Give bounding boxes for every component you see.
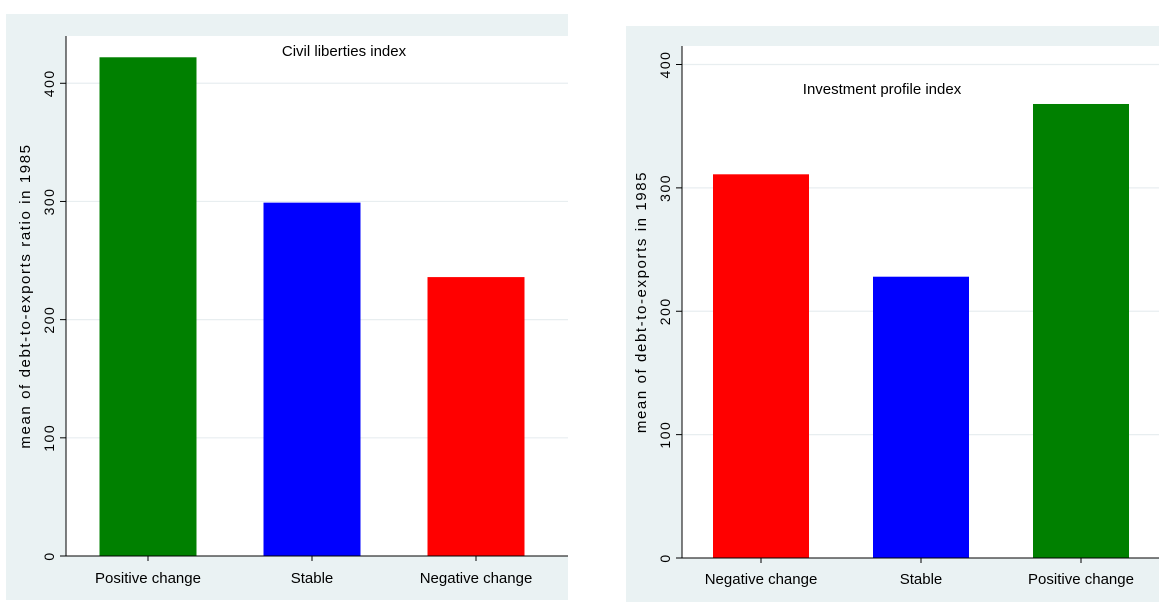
bar-stable: [873, 276, 969, 558]
y-tick-label: 100: [657, 421, 673, 449]
chart-title: Investment profile index: [803, 81, 962, 98]
x-category-label: Stable: [900, 571, 943, 588]
y-tick-label: 400: [41, 69, 57, 97]
chart-title: Civil liberties index: [282, 43, 407, 60]
x-category-label: Positive change: [95, 570, 201, 587]
chart-investment-profile: 0 100 200 300 400 Negative change Stable Positi…: [633, 46, 1159, 588]
x-category-label: Negative change: [420, 570, 533, 587]
chart-civil-liberties: 0 100 200 300 400 Positive change Stable Negati…: [17, 36, 568, 587]
bar-negative-change: [427, 277, 525, 556]
bar-negative-change: [713, 174, 809, 558]
x-category-label: Stable: [291, 570, 334, 587]
y-tick-label: 0: [41, 551, 57, 560]
bar-positive-change: [1033, 103, 1129, 559]
bar-stable: [263, 202, 361, 557]
chart-panel-investment-profile: 0 100 200 300 400 Negative change Stable Positi…: [626, 26, 1159, 602]
y-tick-label: 300: [41, 188, 57, 216]
x-category-label: Positive change: [1028, 571, 1134, 588]
chart-panel-civil-liberties: 0 100 200 300 400 Positive change Stable Negati…: [6, 14, 568, 600]
y-axis-label: mean of debt-to-exports ratio in 1985: [17, 143, 34, 448]
y-axis-label: mean of debt-to-exports in 1985: [633, 171, 650, 433]
y-tick-label: 300: [657, 174, 673, 202]
y-tick-label: 400: [657, 51, 673, 79]
y-tick-label: 100: [41, 424, 57, 452]
bar-positive-change: [99, 57, 197, 556]
y-tick-label: 200: [657, 297, 673, 325]
y-tick-label: 200: [41, 306, 57, 334]
x-category-label: Negative change: [705, 571, 818, 588]
y-tick-label: 0: [657, 553, 673, 562]
